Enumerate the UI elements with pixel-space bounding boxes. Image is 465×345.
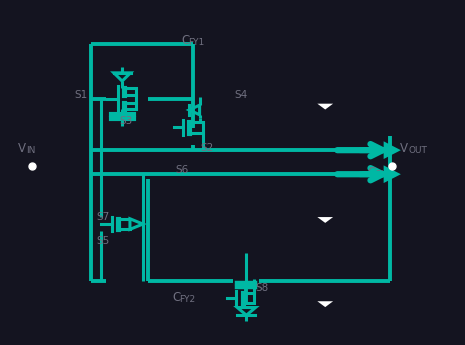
Text: C: C <box>367 166 375 179</box>
Text: C: C <box>181 34 190 47</box>
FancyArrow shape <box>362 170 395 178</box>
Text: S1: S1 <box>75 90 88 100</box>
Text: FY1: FY1 <box>188 38 204 47</box>
Text: S7: S7 <box>97 212 110 222</box>
Text: FY2: FY2 <box>179 295 195 304</box>
Text: S5: S5 <box>97 236 110 246</box>
Text: S4: S4 <box>235 90 248 100</box>
Text: S2: S2 <box>200 144 213 154</box>
Polygon shape <box>317 301 333 307</box>
Polygon shape <box>317 217 333 223</box>
Text: OUT: OUT <box>375 170 394 179</box>
Text: V: V <box>400 142 408 155</box>
Polygon shape <box>317 104 333 109</box>
Text: S6: S6 <box>175 165 188 175</box>
Text: V: V <box>18 142 27 155</box>
Text: OUT: OUT <box>408 146 427 155</box>
Text: S8: S8 <box>256 283 269 293</box>
Text: S3: S3 <box>119 116 132 126</box>
Text: C: C <box>172 292 180 304</box>
Text: IN: IN <box>26 146 35 155</box>
FancyArrow shape <box>362 146 395 155</box>
